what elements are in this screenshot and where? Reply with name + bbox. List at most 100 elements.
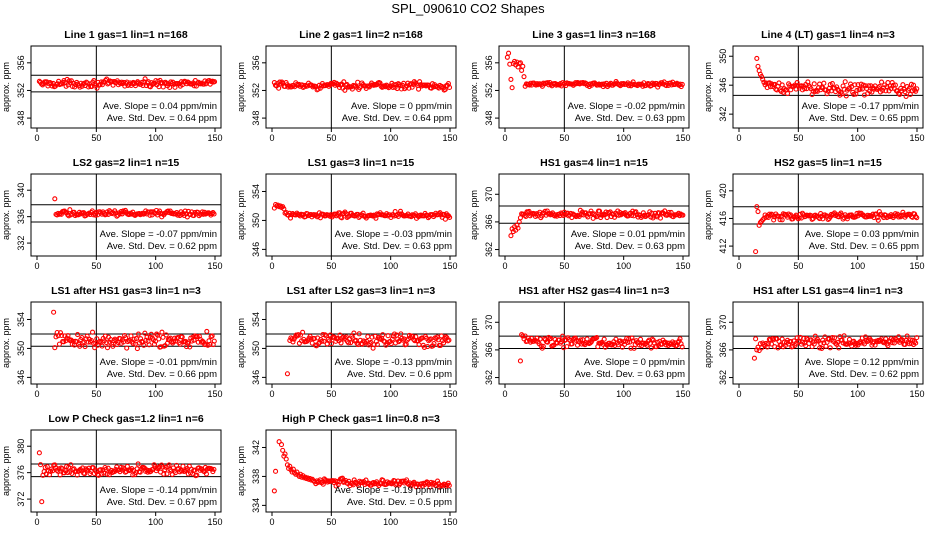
x-tick-label: 100 [148, 261, 163, 271]
data-point [765, 341, 771, 347]
data-point [80, 465, 86, 471]
data-point [130, 341, 136, 347]
plot-frame [732, 301, 924, 385]
std-dev-annotation: Ave. Std. Dev. = 0.65 ppm [809, 241, 919, 252]
chart-title: HS1 after LS1 gas=4 lin=1 n=3 [753, 285, 903, 297]
std-dev-annotation: Ave. Std. Dev. = 0.63 ppm [575, 241, 685, 252]
y-tick-label: 370 [484, 187, 494, 202]
std-dev-annotation: Ave. Std. Dev. = 0.66 ppm [107, 369, 217, 380]
data-point [628, 345, 634, 351]
data-point [164, 471, 170, 477]
data-point [44, 464, 50, 470]
std-dev-annotation: Ave. Std. Dev. = 0.67 ppm [107, 497, 217, 508]
x-tick-label: 150 [207, 133, 222, 143]
std-dev-annotation: Ave. Std. Dev. = 0.64 ppm [107, 113, 217, 124]
data-point [389, 336, 395, 342]
data-point [289, 469, 295, 475]
data-point [209, 333, 215, 339]
data-point [446, 482, 452, 489]
data-point [629, 335, 635, 341]
std-dev-annotation: Ave. Std. Dev. = 0.63 ppm [575, 369, 685, 380]
data-point [443, 334, 449, 340]
chart-title: Line 2 gas=1 lin=2 n=168 [299, 29, 423, 41]
data-point [409, 84, 415, 90]
data-point [75, 331, 81, 338]
chart-panel: LS2 gas=2 lin=1 n=15 approx. ppm 0 50 100 150… [1, 157, 223, 271]
chart-panel: High P Check gas=1 lin=0.8 n=3 approx. pp… [236, 413, 458, 527]
std-dev-annotation: Ave. Std. Dev. = 0.62 ppm [107, 241, 217, 252]
y-tick-label: 370 [718, 315, 728, 330]
data-point [755, 209, 761, 215]
data-point [338, 340, 344, 346]
data-point [151, 341, 158, 347]
std-dev-annotation: Ave. Std. Dev. = 0.62 ppm [809, 369, 919, 380]
y-axis-label: approx. ppm [703, 318, 713, 368]
data-point [588, 208, 594, 214]
y-tick-label: 356 [251, 55, 261, 70]
data-point [99, 343, 105, 349]
y-tick-label: 420 [718, 183, 728, 198]
data-point [904, 333, 910, 339]
data-point [335, 82, 342, 88]
data-point [278, 442, 285, 448]
data-point [374, 341, 380, 348]
data-point [447, 214, 453, 220]
x-tick-label: 150 [442, 389, 457, 399]
data-point [348, 340, 354, 346]
x-tick-label: 50 [793, 389, 803, 399]
x-tick-label: 0 [502, 133, 507, 143]
data-point [310, 84, 316, 90]
data-point [39, 499, 45, 505]
y-tick-label: 346 [251, 370, 261, 385]
data-point [506, 50, 512, 56]
data-point [131, 336, 137, 342]
data-point [519, 67, 525, 73]
x-tick-label: 100 [616, 133, 631, 143]
data-point [52, 462, 58, 468]
y-tick-label: 346 [251, 242, 261, 257]
x-tick-label: 150 [909, 389, 924, 399]
plot-frame [498, 45, 690, 129]
data-point [564, 344, 570, 350]
data-point [209, 211, 215, 217]
data-point [194, 333, 200, 340]
data-point [890, 82, 896, 88]
data-point [587, 340, 593, 346]
x-tick-label: 100 [383, 133, 398, 143]
x-tick-label: 0 [34, 133, 39, 143]
data-point [351, 330, 357, 336]
data-point [281, 206, 287, 212]
y-tick-label: 340 [16, 183, 26, 198]
data-point [276, 85, 282, 91]
data-point [159, 329, 165, 335]
std-dev-annotation: Ave. Std. Dev. = 0.63 ppm [342, 241, 452, 252]
data-point [211, 79, 218, 85]
data-point [912, 211, 918, 217]
data-point [514, 222, 520, 228]
data-point [913, 340, 919, 346]
data-point [362, 339, 368, 345]
chart-title: LS2 gas=2 lin=1 n=15 [73, 157, 180, 169]
data-point [56, 341, 62, 347]
data-point [630, 338, 636, 344]
y-tick-label: 412 [718, 239, 728, 254]
data-point [843, 93, 849, 99]
data-point [156, 336, 162, 342]
plot-frame [265, 173, 457, 257]
data-point [515, 225, 521, 231]
data-point [906, 85, 912, 91]
data-point [648, 345, 654, 351]
data-point [163, 464, 169, 470]
std-dev-annotation: Ave. Std. Dev. = 0.6 ppm [347, 369, 452, 380]
data-point [191, 83, 197, 89]
data-point [441, 340, 447, 346]
data-point [180, 463, 186, 469]
x-tick-label: 0 [269, 261, 274, 271]
y-axis-label: approx. ppm [469, 318, 479, 368]
data-point [68, 462, 74, 468]
data-point [322, 332, 328, 338]
y-tick-label: 356 [484, 55, 494, 70]
data-point [903, 93, 909, 99]
data-point [38, 462, 44, 468]
slope-annotation: Ave. Slope = 0 ppm/min [351, 101, 452, 112]
